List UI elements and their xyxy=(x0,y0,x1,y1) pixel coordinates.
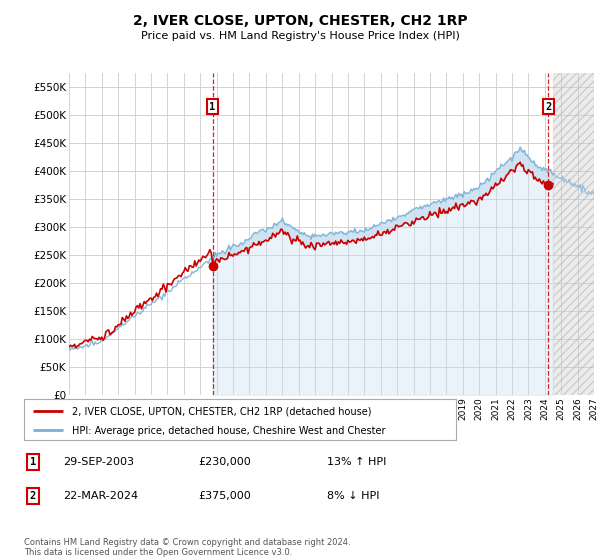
Text: HPI: Average price, detached house, Cheshire West and Chester: HPI: Average price, detached house, Ches… xyxy=(71,426,385,436)
Text: £375,000: £375,000 xyxy=(198,491,251,501)
Text: 2: 2 xyxy=(545,101,551,111)
Text: £230,000: £230,000 xyxy=(198,457,251,467)
Text: 8% ↓ HPI: 8% ↓ HPI xyxy=(327,491,380,501)
Bar xyxy=(553,73,594,395)
Text: 2, IVER CLOSE, UPTON, CHESTER, CH2 1RP (detached house): 2, IVER CLOSE, UPTON, CHESTER, CH2 1RP (… xyxy=(71,407,371,417)
Bar xyxy=(553,73,594,395)
Text: 2: 2 xyxy=(30,491,36,501)
Text: 2, IVER CLOSE, UPTON, CHESTER, CH2 1RP: 2, IVER CLOSE, UPTON, CHESTER, CH2 1RP xyxy=(133,14,467,28)
Text: 13% ↑ HPI: 13% ↑ HPI xyxy=(327,457,386,467)
Text: Price paid vs. HM Land Registry's House Price Index (HPI): Price paid vs. HM Land Registry's House … xyxy=(140,31,460,41)
Text: 22-MAR-2024: 22-MAR-2024 xyxy=(63,491,138,501)
Text: Contains HM Land Registry data © Crown copyright and database right 2024.
This d: Contains HM Land Registry data © Crown c… xyxy=(24,538,350,557)
Text: 1: 1 xyxy=(209,101,215,111)
Text: 1: 1 xyxy=(30,457,36,467)
Text: 29-SEP-2003: 29-SEP-2003 xyxy=(63,457,134,467)
